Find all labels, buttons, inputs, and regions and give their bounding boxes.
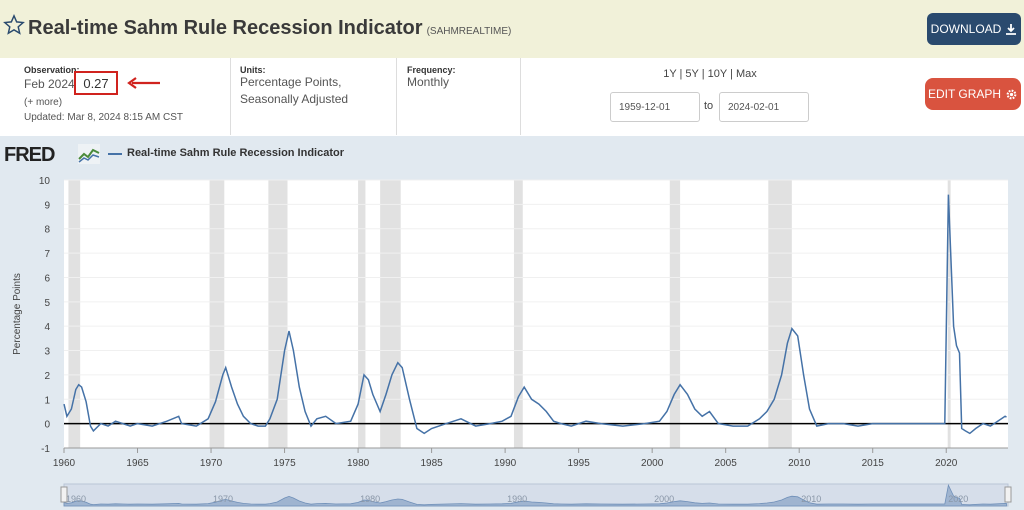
page-title: Real-time Sahm Rule Recession Indicator(… bbox=[28, 17, 511, 40]
divider bbox=[396, 58, 397, 135]
series-id: (SAHMREALTIME) bbox=[426, 26, 512, 37]
start-date-input[interactable]: 1959-12-01 bbox=[610, 92, 700, 122]
updated-text: Updated: Mar 8, 2024 8:15 AM CST bbox=[24, 112, 183, 123]
end-date-input[interactable]: 2024-02-01 bbox=[719, 92, 809, 122]
recession-band bbox=[947, 180, 951, 448]
range-links[interactable]: 1Y | 5Y | 10Y | Max bbox=[663, 68, 757, 80]
to-label: to bbox=[704, 100, 714, 112]
plot-background bbox=[64, 180, 1008, 448]
frequency-value: Monthly bbox=[407, 75, 450, 89]
gear-icon bbox=[1006, 89, 1017, 99]
navigator-label: 2000 bbox=[654, 494, 674, 504]
fred-logo: FRED bbox=[4, 144, 55, 166]
navigator-label: 1970 bbox=[213, 494, 233, 504]
y-tick-label: 6 bbox=[44, 273, 50, 284]
recession-band bbox=[380, 180, 401, 448]
y-tick-label: 10 bbox=[39, 176, 51, 187]
navigator-label: 1990 bbox=[507, 494, 527, 504]
frequency-label: Frequency: bbox=[407, 65, 456, 75]
header-bar: Real-time Sahm Rule Recession Indicator(… bbox=[0, 0, 1024, 58]
x-tick-label: 2020 bbox=[935, 458, 958, 469]
x-tick-label: 2015 bbox=[862, 458, 885, 469]
y-tick-label: 0 bbox=[44, 420, 50, 431]
y-tick-label: 5 bbox=[44, 298, 50, 309]
x-tick-label: 1970 bbox=[200, 458, 223, 469]
navigator-label: 1980 bbox=[360, 494, 380, 504]
divider bbox=[520, 58, 521, 135]
more-link[interactable]: (+ more) bbox=[24, 97, 63, 108]
chart-svg: -1 0 1 2 3 4 5 6 7 8 9 10 1960 1965 1970 1975 1980 1985 19… bbox=[12, 176, 1012, 507]
arrow-left-icon bbox=[127, 77, 160, 89]
recession-band bbox=[209, 180, 225, 448]
observation-date: Feb 2024 bbox=[24, 77, 75, 91]
x-tick-label: 2005 bbox=[715, 458, 738, 469]
edit-graph-button[interactable]: EDIT GRAPH bbox=[925, 78, 1021, 110]
units-line1: Percentage Points, bbox=[240, 75, 342, 89]
download-icon bbox=[1006, 24, 1017, 35]
recession-band bbox=[768, 180, 792, 448]
legend-label: Real-time Sahm Rule Recession Indicator bbox=[127, 147, 345, 159]
y-axis-label: Percentage Points bbox=[12, 273, 23, 355]
navigator-label: 2020 bbox=[948, 494, 968, 504]
download-label: DOWNLOAD bbox=[930, 22, 1002, 36]
navigator-label: 1960 bbox=[66, 494, 86, 504]
divider bbox=[230, 58, 231, 135]
chart-logo-icon bbox=[78, 144, 100, 164]
x-tick-label: 1975 bbox=[273, 458, 296, 469]
observation-label: Observation: bbox=[24, 65, 80, 75]
navigator-handle[interactable] bbox=[1004, 486, 1012, 503]
title-text: Real-time Sahm Rule Recession Indicator bbox=[28, 17, 423, 39]
y-tick-label: 7 bbox=[44, 249, 50, 260]
y-tick-label: -1 bbox=[41, 444, 50, 455]
x-tick-label: 2000 bbox=[641, 458, 664, 469]
series-line bbox=[63, 194, 1007, 435]
x-tick-label: 1960 bbox=[53, 458, 76, 469]
navigator-handle[interactable] bbox=[60, 486, 68, 503]
metadata-panel bbox=[0, 58, 1024, 135]
x-tick-label: 1990 bbox=[494, 458, 517, 469]
recession-band bbox=[669, 180, 681, 448]
units-line2: Seasonally Adjusted bbox=[240, 92, 349, 106]
x-tick-label: 1980 bbox=[347, 458, 370, 469]
navigator-series bbox=[63, 483, 1007, 507]
recession-band bbox=[513, 180, 523, 448]
recession-band bbox=[268, 180, 288, 448]
x-tick-label: 1965 bbox=[126, 458, 149, 469]
x-tick-label: 1995 bbox=[568, 458, 591, 469]
y-tick-label: 8 bbox=[44, 225, 50, 236]
y-tick-label: 1 bbox=[44, 395, 50, 406]
y-tick-label: 4 bbox=[44, 322, 50, 333]
legend-swatch bbox=[108, 153, 122, 155]
observation-value: 0.27 bbox=[74, 71, 118, 95]
star-icon[interactable] bbox=[3, 14, 25, 36]
recession-band bbox=[358, 180, 366, 448]
download-button[interactable]: DOWNLOAD bbox=[927, 13, 1021, 45]
units-label: Units: bbox=[240, 65, 266, 75]
y-tick-label: 9 bbox=[44, 200, 50, 211]
y-tick-label: 2 bbox=[44, 371, 50, 382]
navigator-label: 2010 bbox=[801, 494, 821, 504]
recession-band bbox=[68, 180, 81, 448]
x-tick-label: 1985 bbox=[420, 458, 443, 469]
x-tick-label: 2010 bbox=[788, 458, 811, 469]
edit-graph-label: EDIT GRAPH bbox=[927, 87, 1002, 101]
y-tick-label: 3 bbox=[44, 347, 50, 358]
